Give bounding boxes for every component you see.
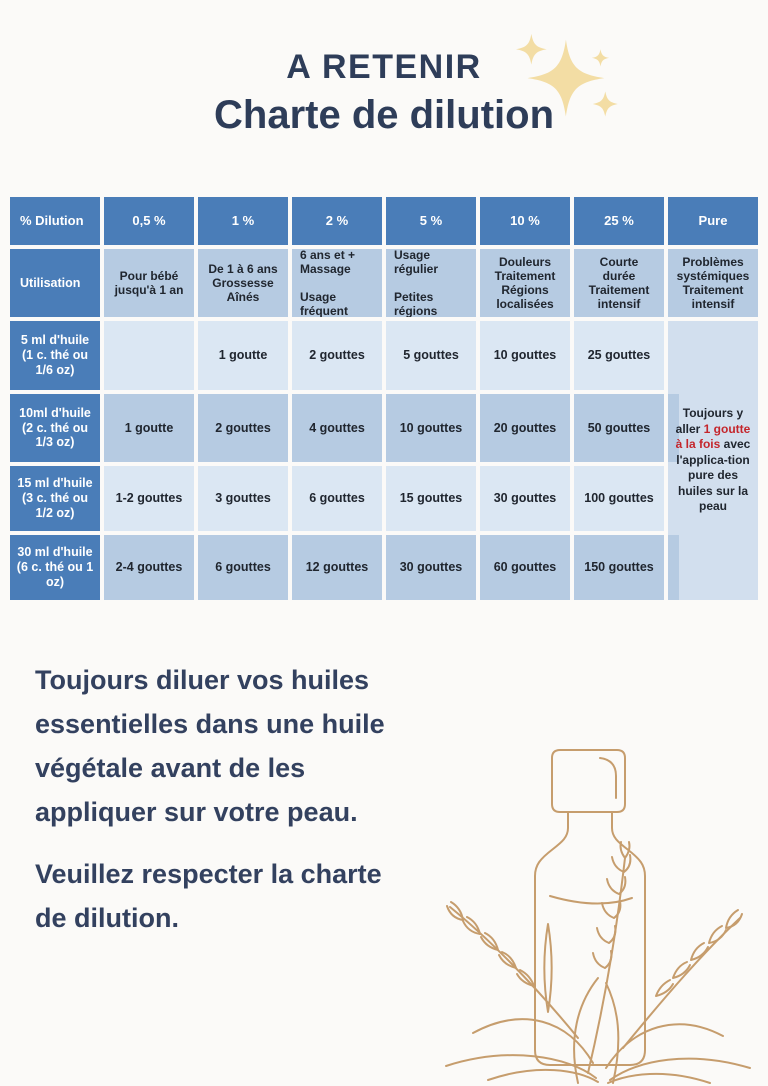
dose-cell: 5 gouttes [386, 321, 476, 390]
dose-cell: 6 gouttes [292, 466, 382, 531]
pure-note-before: Toujours y aller [675, 405, 744, 436]
note-respect-chart: Veuillez respecter la charte de dilution… [35, 859, 382, 933]
usage-cell: De 1 à 6 ans Grossesse Aînés [198, 249, 288, 317]
dose-cell: 1 goutte [104, 394, 194, 462]
usage-cell: Douleurs Traitement Régions localisées [480, 249, 570, 317]
cell-shade-strip [668, 394, 679, 462]
row-label: 15 ml d'huile (3 c. thé ou 1/2 oz) [10, 466, 100, 531]
page-subtitle: Charte de dilution [214, 93, 554, 137]
dose-cell [104, 321, 194, 390]
table-header-cell: 25 % [574, 197, 664, 245]
dose-cell: 2-4 gouttes [104, 535, 194, 600]
table-header-cell: 0,5 % [104, 197, 194, 245]
dose-cell: 12 gouttes [292, 535, 382, 600]
bottle-lavender-illustration [445, 749, 751, 1084]
dose-cell: 1-2 gouttes [104, 466, 194, 531]
footer-notes: Toujours diluer vos huiles essentielles … [35, 658, 475, 940]
pure-note-highlight: 1 goutte à la fois [675, 421, 751, 452]
page-title: A RETENIR [286, 48, 482, 86]
sparkle-icon [516, 33, 618, 117]
dose-cell: 2 gouttes [292, 321, 382, 390]
dose-cell: 50 gouttes [574, 394, 664, 462]
table-header-cell: 1 % [198, 197, 288, 245]
note-dilute: Toujours diluer vos huiles essentielles … [35, 665, 385, 827]
page-header: A RETENIR Charte de dilution [0, 0, 768, 138]
dose-cell: 10 gouttes [480, 321, 570, 390]
cell-shade-strip [668, 535, 679, 600]
dose-cell: 30 gouttes [386, 535, 476, 600]
usage-cell: Problèmes systémiques Traitement intensi… [668, 249, 758, 317]
row-label: 10ml d'huile (2 c. thé ou 1/3 oz) [10, 394, 100, 462]
pure-note-cell: Toujours y aller 1 goutte à la fois avec… [668, 321, 758, 600]
usage-row-label: Utilisation [10, 249, 100, 317]
dose-cell: 1 goutte [198, 321, 288, 390]
pure-note-text: Toujours y aller 1 goutte à la fois avec… [673, 406, 753, 515]
dose-cell: 15 gouttes [386, 466, 476, 531]
table-header-cell: 2 % [292, 197, 382, 245]
table-header-cell: 10 % [480, 197, 570, 245]
usage-cell: 6 ans et + Massage Usage fréquent [292, 249, 382, 317]
dose-cell: 2 gouttes [198, 394, 288, 462]
usage-cell: Courte durée Traitement intensif [574, 249, 664, 317]
dose-cell: 150 gouttes [574, 535, 664, 600]
usage-cell: Usage régulier Petites régions [386, 249, 476, 317]
dose-cell: 30 gouttes [480, 466, 570, 531]
table-header-cell: % Dilution [10, 197, 100, 245]
dose-cell: 3 gouttes [198, 466, 288, 531]
dose-cell: 25 gouttes [574, 321, 664, 390]
dose-cell: 10 gouttes [386, 394, 476, 462]
dose-cell: 100 gouttes [574, 466, 664, 531]
dose-cell: 6 gouttes [198, 535, 288, 600]
dose-cell: 4 gouttes [292, 394, 382, 462]
dose-cell: 60 gouttes [480, 535, 570, 600]
table-header-cell: 5 % [386, 197, 476, 245]
usage-cell: Pour bébé jusqu'à 1 an [104, 249, 194, 317]
table-header-cell: Pure [668, 197, 758, 245]
row-label: 5 ml d'huile (1 c. thé ou 1/6 oz) [10, 321, 100, 390]
pure-note-after: avec l'applica-tion pure des huiles sur … [676, 437, 751, 514]
dose-cell: 20 gouttes [480, 394, 570, 462]
dilution-table: % Dilution 0,5 % 1 % 2 % 5 % 10 % 25 % P… [10, 197, 758, 600]
row-label: 30 ml d'huile (6 c. thé ou 1 oz) [10, 535, 100, 600]
